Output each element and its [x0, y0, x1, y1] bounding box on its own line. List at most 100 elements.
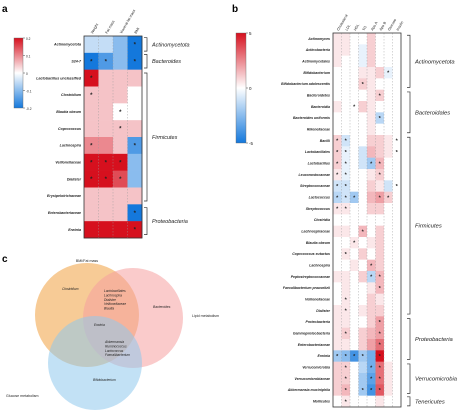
row-label-lachnospiraceae: Lachnospiraceae: [301, 230, 330, 234]
row-label-bifidobacterium: Bifidobacterium: [303, 71, 330, 75]
heatmap-cell: [375, 67, 385, 79]
heatmap-cell: [392, 135, 402, 147]
significance-star: *: [379, 195, 382, 201]
heatmap-cell: [375, 248, 385, 260]
heatmap-cell: [375, 89, 385, 102]
venn-item-ruminococcus: Ruminococcus: [105, 344, 127, 348]
colorbar: [235, 32, 247, 144]
heatmap-cell: [384, 384, 393, 396]
heatmap-cell: [375, 293, 385, 306]
panel-a-heatmap: * * * * * * * * * * * * * * * * * * Actinomycetota S24-7 Lac…: [13, 9, 190, 239]
heatmap-cell: [384, 123, 393, 136]
venn-item-erwinia: Erwinia: [94, 323, 105, 327]
heatmap-cell: [341, 327, 351, 340]
significance-star: *: [362, 354, 365, 360]
row-label-proteobacteria: Proteobacteria: [305, 320, 330, 324]
heatmap-cell: [113, 103, 128, 121]
heatmap-cell: [367, 67, 376, 79]
venn-label-glucose-metabolism: Glucose metabolism: [6, 394, 39, 398]
significance-star: *: [370, 161, 373, 167]
heatmap-cell: [392, 293, 402, 306]
colorbar-tick-label: 5: [249, 31, 252, 36]
heatmap-cell: [341, 157, 351, 170]
heatmap-cell: [375, 237, 385, 249]
column-label-apo-b: Apo B: [379, 20, 388, 31]
heatmap-cell: [367, 305, 376, 317]
heatmap-cell: [341, 293, 351, 306]
column-label-tg: TG: [362, 25, 368, 31]
heatmap-cell: [375, 339, 385, 351]
heatmap-cell: [98, 187, 114, 205]
heatmap-cell: [358, 350, 368, 362]
significance-star: *: [90, 160, 93, 166]
significance-star: *: [396, 139, 399, 145]
heatmap-cell: [113, 52, 128, 70]
row-label-faecalibacterium-prausnitzii: Faecalibacterium prausnitzii: [283, 286, 331, 290]
significance-star: *: [387, 195, 390, 201]
significance-star: *: [345, 309, 348, 315]
heatmap-cell: [384, 225, 393, 238]
heatmap-cell: [350, 384, 359, 396]
heatmap-cell: [341, 78, 351, 90]
column-label-apo-a: Apo A: [370, 21, 379, 32]
heatmap-cell: [127, 52, 143, 70]
heatmap-cell: [350, 78, 359, 90]
row-label-erwinia: Erwinia: [68, 228, 81, 232]
group-label-actinomycetota: Actinomycetota: [151, 42, 190, 48]
heatmap-cell: [392, 282, 402, 294]
heatmap-cell: [127, 204, 143, 222]
heatmap-cell: [84, 36, 99, 54]
panel-b-heatmap: * * * * * * * * * * * * * * * * * * * * * * * * * * * * * * * * * * * * * * * *…: [235, 14, 458, 408]
heatmap-cell: [367, 203, 376, 215]
heatmap-cell: [333, 339, 342, 351]
row-label-actinomyces: Actinomyces: [307, 37, 330, 41]
row-label-verrucomicrobiaceae: Verrucomicrobiaceae: [295, 377, 331, 381]
heatmap-cell: [98, 153, 114, 171]
heatmap-cell: [341, 248, 351, 260]
heatmap-cell: [341, 33, 351, 45]
significance-star: *: [379, 116, 382, 122]
heatmap-cell: [367, 44, 376, 56]
group-label-proteobacteria: Proteobacteria: [415, 337, 453, 343]
heatmap-cell: [367, 191, 376, 204]
heatmap-cell: [341, 146, 351, 158]
heatmap-cell: [127, 153, 143, 171]
heatmap-cell: [392, 146, 402, 158]
heatmap-cell: [358, 361, 368, 374]
heatmap-cell: [350, 293, 359, 306]
heatmap-cell: [367, 112, 376, 124]
heatmap-cell: [350, 395, 359, 408]
heatmap-cell: [333, 225, 342, 238]
heatmap-cell: [333, 169, 342, 181]
heatmap-cell: [375, 101, 385, 113]
heatmap-cell: [341, 169, 351, 181]
heatmap-cell: [350, 327, 359, 340]
venn-set-glucose-metabolism: [48, 316, 142, 410]
significance-star: *: [379, 286, 382, 292]
significance-star: *: [345, 297, 348, 303]
heatmap-cell: [341, 89, 351, 102]
heatmap-cell: [350, 135, 359, 147]
significance-star: *: [379, 377, 382, 383]
row-label-blautia-obeum: Blautia obeum: [306, 241, 330, 245]
heatmap-cell: [358, 282, 368, 294]
heatmap-cell: [392, 89, 402, 102]
heatmap-cell: [98, 221, 114, 239]
heatmap-cell: [392, 112, 402, 124]
heatmap-cell: [367, 33, 376, 45]
heatmap-cell: [384, 33, 393, 45]
heatmap-cell: [375, 395, 385, 408]
group-label-actinomycetota: Actinomycetota: [414, 59, 455, 65]
significance-star: *: [336, 354, 339, 360]
row-label-erwinia: Erwinia: [318, 354, 331, 358]
significance-star: *: [396, 184, 399, 190]
significance-star: *: [345, 195, 348, 201]
significance-star: *: [379, 161, 382, 167]
column-label-insulin: Insulin: [396, 21, 405, 32]
heatmap-cell: [350, 169, 359, 181]
heatmap-cell: [350, 316, 359, 328]
heatmap-cell: [367, 259, 376, 272]
heatmap-cell: [392, 214, 402, 226]
heatmap-cell: [367, 327, 376, 340]
